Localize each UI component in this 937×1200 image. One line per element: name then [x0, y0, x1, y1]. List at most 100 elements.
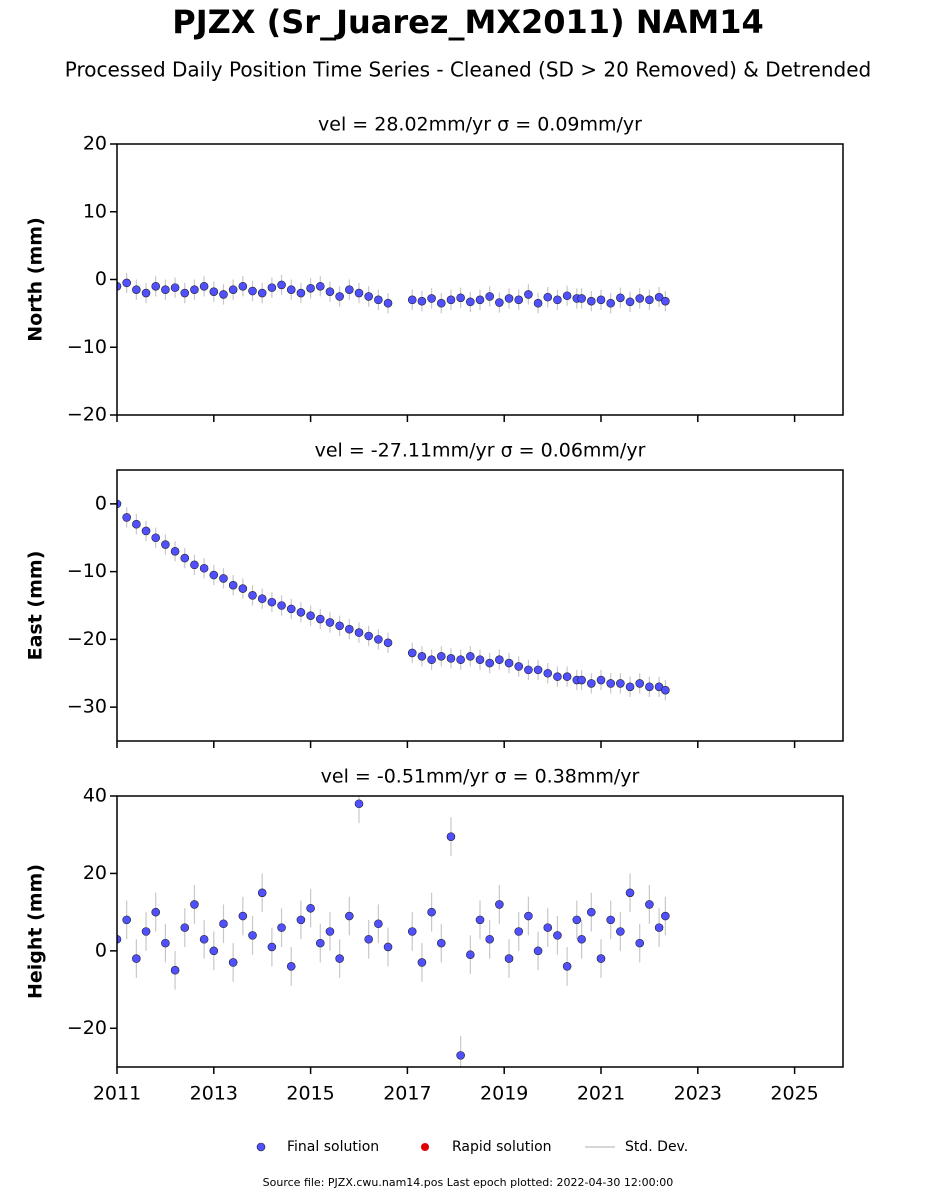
y-axis-label: Height (mm) — [25, 864, 47, 999]
figure-subtitle: Processed Daily Position Time Series - C… — [65, 58, 871, 82]
point — [475, 915, 485, 925]
point — [504, 294, 514, 303]
point — [345, 624, 354, 634]
y-tick-label: 0 — [95, 492, 107, 514]
point — [446, 295, 456, 305]
point — [199, 563, 209, 573]
point — [267, 283, 277, 292]
point — [427, 294, 436, 303]
plot-area — [117, 493, 670, 701]
point — [635, 679, 645, 688]
point — [286, 604, 296, 614]
point — [407, 295, 417, 305]
point — [466, 950, 475, 960]
point — [533, 946, 543, 956]
point — [596, 675, 606, 685]
point — [577, 294, 586, 303]
legend-marker — [421, 1143, 429, 1151]
point — [616, 679, 625, 688]
point — [286, 285, 296, 294]
point — [132, 954, 141, 963]
point — [151, 281, 161, 291]
point — [446, 654, 456, 663]
point — [315, 938, 325, 948]
point — [485, 658, 494, 668]
point — [606, 915, 615, 925]
point — [209, 287, 219, 296]
y-tick-label: −10 — [67, 560, 107, 582]
point — [238, 281, 248, 291]
y-tick-label: −20 — [67, 1017, 107, 1039]
point — [635, 938, 645, 948]
point — [635, 294, 645, 303]
point — [625, 682, 635, 692]
point — [277, 280, 286, 290]
point — [436, 938, 446, 948]
point — [572, 915, 582, 925]
point — [296, 607, 306, 617]
point — [325, 618, 335, 627]
point — [383, 638, 393, 648]
point — [170, 283, 180, 292]
point — [190, 900, 199, 909]
point — [190, 285, 199, 294]
point — [645, 682, 654, 692]
legend-label: Final solution — [287, 1139, 379, 1155]
points — [117, 499, 670, 695]
error-bars — [117, 796, 666, 1067]
y-tick-label: −20 — [67, 628, 107, 650]
panel-title: vel = 28.02mm/yr σ = 0.09mm/yr — [318, 114, 642, 136]
point — [514, 927, 524, 936]
point — [170, 965, 180, 975]
point — [645, 295, 654, 305]
point — [577, 934, 586, 944]
point — [267, 597, 277, 607]
point — [616, 927, 625, 936]
point — [553, 295, 562, 305]
point — [315, 281, 325, 291]
point — [553, 672, 562, 681]
point — [345, 285, 354, 294]
point — [199, 934, 209, 944]
legend-marker — [256, 1142, 266, 1152]
point — [596, 295, 606, 305]
x-tick-label: 2021 — [577, 1083, 625, 1105]
plot-area — [117, 796, 670, 1067]
point — [132, 519, 141, 529]
plot-frame — [116, 143, 844, 416]
point — [335, 621, 344, 631]
point — [562, 672, 572, 681]
point — [485, 292, 494, 301]
point — [364, 631, 373, 641]
point — [616, 293, 625, 303]
point — [315, 614, 325, 624]
point — [374, 635, 383, 644]
point — [654, 292, 664, 302]
point — [228, 580, 238, 590]
point — [485, 934, 494, 944]
x-tick-label: 2013 — [190, 1083, 238, 1105]
point — [524, 911, 533, 921]
y-axis-label: North (mm) — [25, 217, 47, 342]
point — [209, 570, 219, 580]
point — [533, 665, 543, 675]
y-tick-label: −10 — [67, 336, 107, 358]
point — [132, 285, 141, 294]
point — [325, 927, 335, 936]
point — [354, 799, 364, 809]
point — [456, 655, 465, 665]
point — [364, 934, 373, 944]
point — [180, 553, 190, 563]
y-tick-label: −20 — [67, 404, 107, 426]
figure-title: PJZX (Sr_Juarez_MX2011) NAM14 — [172, 3, 763, 41]
panel-title: vel = -27.11mm/yr σ = 0.06mm/yr — [315, 440, 646, 462]
point — [543, 292, 553, 302]
point — [495, 900, 504, 909]
point — [257, 288, 267, 298]
point — [625, 888, 635, 898]
point — [122, 915, 131, 925]
point — [151, 533, 161, 543]
point — [180, 923, 190, 932]
point — [436, 652, 446, 661]
point — [661, 911, 670, 921]
